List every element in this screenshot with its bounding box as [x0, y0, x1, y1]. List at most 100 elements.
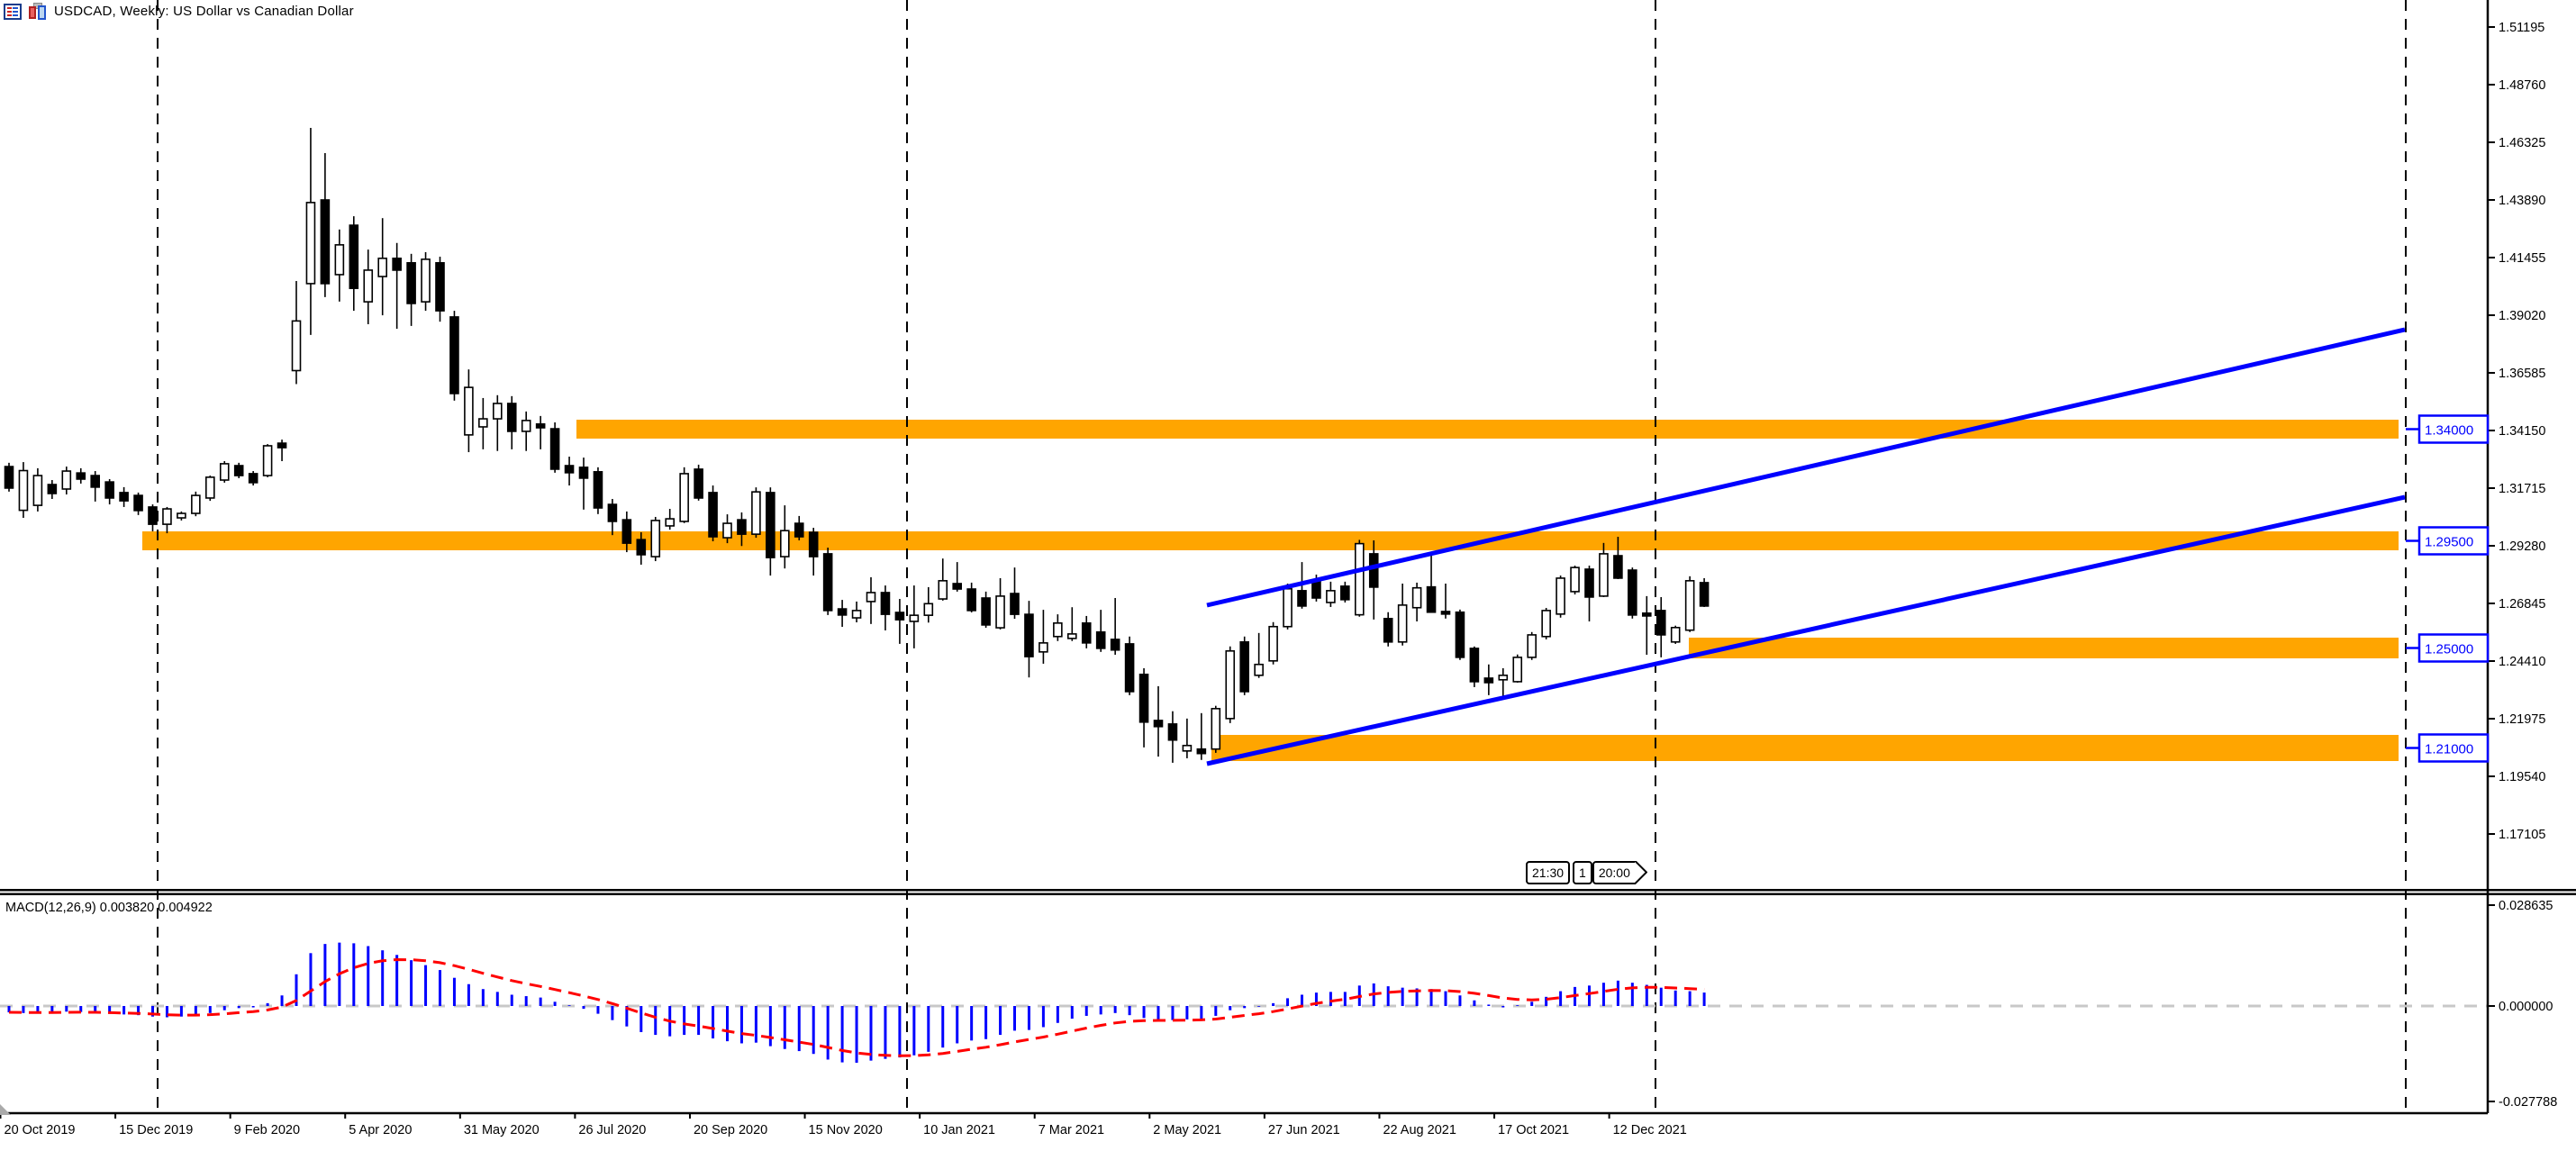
candle-bearish — [1642, 612, 1652, 617]
candle-bearish — [1297, 590, 1307, 607]
date-tick-label[interactable]: 27 Jun 2021 — [1268, 1123, 1340, 1137]
price-level-label-box[interactable] — [2417, 733, 2490, 763]
supply-demand-zone-1.25000[interactable] — [1689, 638, 2399, 658]
price-level-label-box[interactable] — [2417, 633, 2490, 663]
candle-bearish — [1426, 585, 1437, 613]
candle-bearish — [148, 506, 158, 525]
date-tick-label[interactable]: 5 Apr 2020 — [349, 1123, 412, 1137]
price-tick-label: 1.21975 — [2499, 712, 2545, 727]
date-tick-label[interactable]: 22 Aug 2021 — [1383, 1123, 1456, 1137]
candle-bearish — [837, 608, 848, 616]
price-tick-label: 1.24410 — [2499, 655, 2545, 669]
candle-bullish — [1053, 622, 1063, 638]
candle-bearish — [104, 481, 114, 499]
date-tick-label[interactable]: 12 Dec 2021 — [1613, 1123, 1687, 1137]
price-tick-label: 1.39020 — [2499, 309, 2545, 323]
price-tick-label: 1.43890 — [2499, 194, 2545, 208]
candle-bullish — [205, 476, 215, 499]
pane-resize-grip[interactable] — [0, 1104, 11, 1115]
time-box-3-wrap: 20:00 — [1592, 861, 1647, 884]
pane-separator-bottom[interactable] — [0, 893, 2576, 896]
price-level-label: 1.29500 — [2425, 535, 2473, 550]
candle-bearish — [607, 503, 618, 522]
candle-bullish — [851, 610, 862, 619]
candle-bullish — [1211, 708, 1221, 750]
candle-bullish — [923, 603, 934, 616]
candle-bearish — [894, 612, 905, 621]
candle-bullish — [1225, 649, 1236, 720]
candlestick-chart-icon[interactable] — [28, 3, 48, 20]
candle-bullish — [751, 491, 761, 535]
date-tick-label[interactable]: 20 Sep 2020 — [694, 1123, 767, 1137]
candle-bearish — [966, 588, 976, 612]
macd-axis-label: -0.027788 — [2499, 1095, 2557, 1110]
chart-title: USDCAD, Weekly: US Dollar vs Canadian Do… — [54, 4, 354, 19]
candle-bullish — [1541, 610, 1551, 638]
supply-demand-zone-1.29500[interactable] — [142, 531, 2399, 550]
candle-bearish — [593, 471, 603, 509]
candle-bullish — [291, 320, 302, 372]
candle-bullish — [909, 614, 920, 622]
candle-bullish — [1498, 675, 1509, 681]
candle-bearish — [535, 423, 546, 429]
price-tick-label: 1.48760 — [2499, 78, 2545, 93]
candle-bearish — [449, 316, 459, 394]
candle-bearish — [1124, 643, 1135, 693]
date-tick-label[interactable]: 7 Mar 2021 — [1039, 1123, 1104, 1137]
price-tick-label: 1.51195 — [2499, 21, 2544, 35]
pane-separator-top[interactable] — [0, 889, 2576, 892]
candle-bearish — [1699, 582, 1710, 607]
date-tick-label[interactable]: 31 May 2020 — [464, 1123, 540, 1137]
candle-bearish — [1110, 639, 1120, 651]
candle-bullish — [363, 269, 374, 303]
chart-list-icon[interactable] — [4, 3, 22, 20]
candle-bearish — [621, 519, 632, 544]
macd-axis-label: 0.028635 — [2499, 899, 2553, 913]
channel-lower-trendline[interactable] — [1206, 494, 2406, 766]
date-tick-label[interactable]: 15 Nov 2020 — [809, 1123, 883, 1137]
date-tick-label[interactable]: 10 Jan 2021 — [923, 1123, 995, 1137]
candle-bullish — [722, 522, 732, 539]
date-tick-label[interactable]: 26 Jul 2020 — [578, 1123, 646, 1137]
candle-bearish — [76, 472, 86, 480]
date-tick-label[interactable]: 9 Feb 2020 — [234, 1123, 300, 1137]
candle-bearish — [952, 583, 962, 590]
date-tick-label[interactable]: 20 Oct 2019 — [5, 1123, 76, 1137]
candle-bullish — [334, 244, 345, 276]
candle-bullish — [219, 463, 230, 481]
candle-bullish — [1512, 657, 1523, 683]
candle-bearish — [1383, 618, 1393, 643]
supply-demand-zone-1.34000[interactable] — [576, 420, 2399, 439]
time-box-2: 1 — [1573, 861, 1592, 884]
price-level-label-box[interactable] — [2417, 414, 2490, 444]
time-box-arrow — [1635, 861, 1647, 884]
date-tick-label[interactable]: 17 Oct 2021 — [1498, 1123, 1569, 1137]
candle-bearish — [981, 597, 991, 626]
candle-bullish — [1067, 633, 1077, 639]
candle-bearish — [1584, 568, 1594, 598]
supply-demand-zone-1.21000[interactable] — [1211, 735, 2399, 761]
candle-bearish — [1024, 613, 1034, 657]
price-level-label-box[interactable] — [2417, 526, 2490, 556]
bar-countdown-label[interactable]: 21:30 1 20:00 — [1526, 861, 1647, 884]
price-level-label: 1.25000 — [2425, 642, 2473, 657]
candle-bullish — [262, 445, 273, 476]
candle-bearish — [1469, 648, 1480, 683]
candle-bearish — [1095, 630, 1106, 649]
candle-bearish — [564, 465, 575, 474]
candle-bearish — [1010, 593, 1020, 615]
price-tick-label: 1.17105 — [2499, 828, 2545, 842]
date-tick-label[interactable]: 2 May 2021 — [1153, 1123, 1221, 1137]
candle-bullish — [1355, 542, 1365, 616]
candle-bearish — [1153, 720, 1164, 728]
candle-bullish — [779, 530, 790, 557]
candle-bearish — [880, 592, 891, 615]
channel-upper-trendline[interactable] — [1206, 327, 2406, 608]
candle-bullish — [177, 512, 186, 519]
candle-bullish — [18, 469, 29, 512]
candle-bearish — [578, 467, 589, 479]
price-tick-label: 1.34150 — [2499, 424, 2545, 439]
date-tick-label[interactable]: 15 Dec 2019 — [119, 1123, 193, 1137]
